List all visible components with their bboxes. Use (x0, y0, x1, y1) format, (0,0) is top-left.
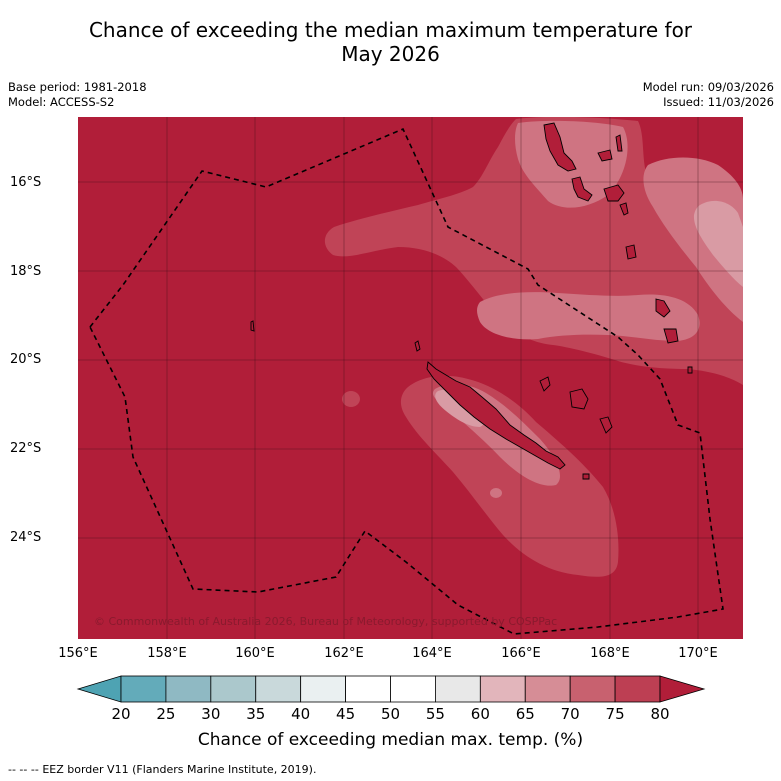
issued-date: Issued: 11/03/2026 (663, 95, 774, 109)
colorbar-tick-label: 20 (111, 705, 131, 723)
colorbar-low-extend (76, 675, 122, 703)
lon-label-162e: 162°E (324, 646, 364, 661)
colorbar-label: Chance of exceeding median max. temp. (%… (197, 730, 584, 750)
lon-label-164e: 164°E (412, 646, 452, 661)
lat-label-24s: 24°S (10, 530, 42, 545)
colorbar-tick-label: 60 (470, 705, 490, 723)
title-line-2: May 2026 (341, 42, 440, 66)
model-run: Model run: 09/03/2026 (642, 80, 774, 94)
probability-map[interactable]: © Commonwealth of Australia 2026, Bureau… (78, 117, 743, 639)
colorbar-segments (120, 675, 661, 703)
colorbar-tick-label: 55 (425, 705, 445, 723)
colorbar-segment (569, 675, 616, 703)
colorbar-tick-label: 35 (246, 705, 266, 723)
colorbar-tick-label: 40 (291, 705, 311, 723)
eez-legend-text: EEZ border V11 (Flanders Marine Institut… (42, 763, 317, 776)
meta-left: Base period: 1981-2018 Model: ACCESS-S2 (8, 80, 147, 110)
colorbar-segment (479, 675, 526, 703)
loyalty-islands (539, 376, 613, 434)
colorbar-tick-label: 50 (380, 705, 401, 723)
eez-legend-symbol: -- -- -- (8, 763, 39, 776)
chesterfield-islet (250, 320, 255, 332)
contour-65-70-east (693, 200, 743, 287)
contour-75-80-newcal (400, 375, 619, 577)
contour-70-75-islet (490, 488, 502, 498)
colorbar-high-extend (659, 675, 706, 703)
meta-right: Model run: 09/03/2026 Issued: 11/03/2026 (643, 80, 774, 110)
copyright-text: © Commonwealth of Australia 2026, Bureau… (94, 615, 557, 628)
colorbar-tick-label: 75 (605, 705, 625, 723)
lon-label-170e: 170°E (678, 646, 718, 661)
colorbar-tick-label: 25 (156, 705, 176, 723)
lon-label-160e: 160°E (235, 646, 275, 661)
eez-border (89, 127, 724, 635)
colorbar (76, 675, 706, 703)
lat-label-18s: 18°S (10, 264, 42, 279)
colorbar-tick-label: 30 (201, 705, 221, 723)
colorbar-tick-label: 70 (560, 705, 580, 723)
contour-75-80-islet (342, 391, 360, 407)
colorbar-segment (345, 675, 391, 703)
vanuatu-coastline (543, 122, 693, 374)
belep-islands (414, 340, 421, 352)
contour-70-75-east (643, 157, 743, 322)
colorbar-tick-label: 80 (650, 705, 670, 723)
colorbar-segment (300, 675, 346, 703)
colorbar-tick-label: 45 (336, 705, 356, 723)
title-line-1: Chance of exceeding the median maximum t… (88, 18, 693, 42)
graticule (78, 117, 743, 639)
model-name: Model: ACCESS-S2 (8, 95, 115, 109)
colorbar-segment (165, 675, 212, 703)
colorbar-tick-label: 65 (515, 705, 535, 723)
colorbar-segment (120, 675, 167, 703)
colorbar-segment (210, 675, 257, 703)
new-caledonia-coastline (426, 361, 566, 470)
map-title: Chance of exceeding the median maximum t… (0, 18, 781, 66)
isle-of-pines (582, 473, 590, 480)
base-period: Base period: 1981-2018 (8, 80, 147, 94)
colorbar-segment (614, 675, 661, 703)
lat-label-20s: 20°S (10, 352, 42, 367)
lat-label-16s: 16°S (10, 175, 42, 190)
colorbar-segment (255, 675, 302, 703)
lon-label-158e: 158°E (147, 646, 187, 661)
contour-70-75-band (477, 292, 700, 341)
lon-label-168e: 168°E (590, 646, 630, 661)
footer-legend: -- -- -- EEZ border V11 (Flanders Marine… (8, 763, 316, 776)
colorbar-segment (524, 675, 571, 703)
colorbar-segment (390, 675, 436, 703)
colorbar-segment (435, 675, 481, 703)
lon-label-156e: 156°E (58, 646, 98, 661)
lat-label-22s: 22°S (10, 441, 42, 456)
lon-label-166e: 166°E (501, 646, 541, 661)
